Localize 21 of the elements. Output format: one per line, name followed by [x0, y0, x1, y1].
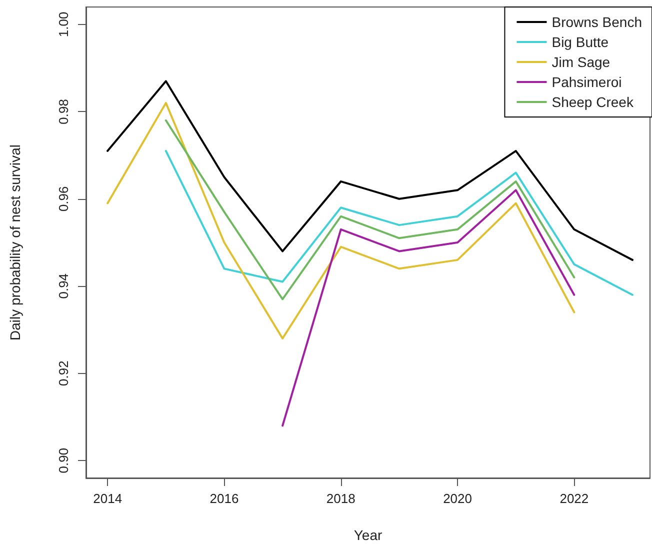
x-axis-title: Year	[354, 527, 382, 543]
y-tick-label: 0.90	[56, 448, 71, 474]
x-tick-label: 2014	[93, 491, 122, 506]
legend-label: Browns Bench	[552, 14, 642, 30]
legend-label: Sheep Creek	[552, 94, 634, 110]
x-tick-label: 2020	[443, 491, 472, 506]
x-tick-label: 2016	[210, 491, 239, 506]
y-tick-label: 0.92	[56, 360, 71, 386]
y-tick-label: 0.98	[56, 99, 71, 124]
line-series	[164, 150, 634, 296]
x-tick-label: 2022	[560, 491, 589, 506]
legend-label: Jim Sage	[552, 54, 610, 70]
line-series	[164, 119, 576, 300]
legend-label: Pahsimeroi	[552, 74, 622, 90]
y-tick-label: 0.94	[56, 273, 71, 299]
y-tick-label: 1.00	[56, 12, 71, 38]
y-tick-label: 0.96	[56, 186, 71, 212]
x-tick-label: 2018	[326, 491, 356, 506]
line-series	[282, 189, 576, 427]
legend-label: Big Butte	[552, 34, 609, 50]
y-axis-title: Daily probability of nest survival	[7, 144, 23, 341]
